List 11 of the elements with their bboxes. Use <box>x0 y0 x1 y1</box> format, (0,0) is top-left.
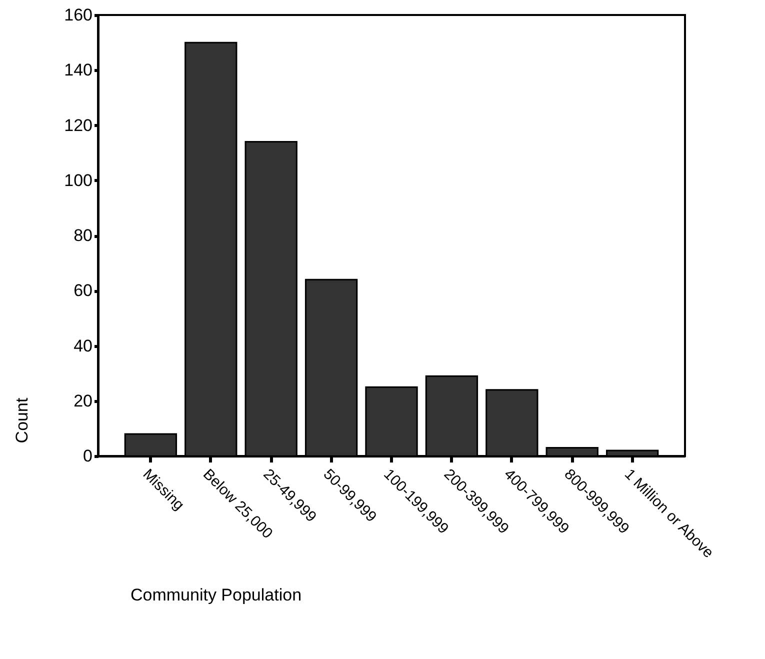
y-tick-label: 20 <box>74 391 92 410</box>
x-axis-title: Community Population <box>130 586 302 604</box>
y-tick-label: 100 <box>64 170 92 190</box>
y-tick-label: 60 <box>74 281 92 300</box>
y-axis-title: Count <box>12 398 32 444</box>
y-tick-label: 80 <box>74 226 92 245</box>
y-tick-label: 0 <box>83 446 92 466</box>
y-tick-label: 140 <box>64 60 92 80</box>
y-tick-label: 160 <box>64 6 92 24</box>
y-tick-label: 120 <box>64 116 92 135</box>
y-tick-label: 40 <box>74 336 92 356</box>
